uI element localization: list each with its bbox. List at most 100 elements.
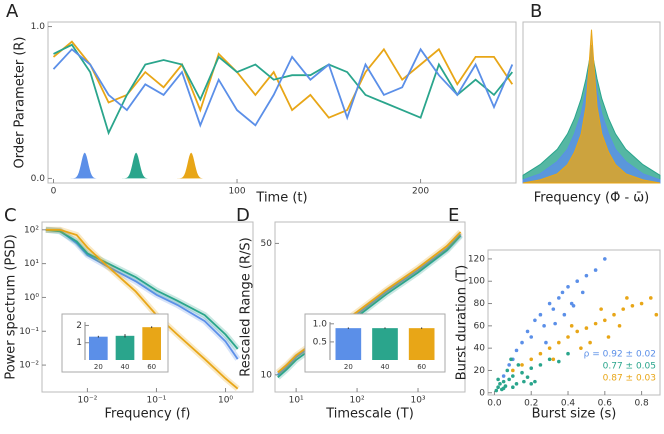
line [45, 228, 239, 390]
scatter-point [529, 335, 534, 339]
scatter-point [551, 307, 556, 311]
distribution [177, 152, 206, 179]
scatter-point [538, 351, 543, 356]
panel-letter: B [530, 1, 542, 22]
density-area [522, 29, 661, 184]
x-axis-label: Burst size (s) [532, 407, 617, 422]
x-tick-label: 0.4 [561, 399, 576, 409]
scatter-point [520, 363, 524, 367]
scatter-point [562, 312, 567, 317]
y-axis-label: Burst duration (T) [455, 265, 470, 380]
category-label: 60 [417, 363, 426, 371]
scatter-point [566, 285, 570, 289]
x-tick-label: 10¹ [289, 396, 304, 406]
plot-frame [47, 21, 517, 184]
y-tick-label: 0.0 [31, 174, 46, 184]
bar [408, 328, 435, 360]
panel-letter: D [236, 205, 250, 226]
y-tick-label: 10 [261, 370, 273, 380]
plot-frame [41, 221, 254, 393]
x-tick-label: 0.0 [487, 399, 502, 409]
y-tick-label: 10² [24, 225, 39, 235]
scatter-point [630, 303, 635, 308]
scatter-point [525, 329, 530, 334]
y-tick-label: 100 [468, 277, 485, 287]
y-tick-label: 1 [76, 338, 82, 348]
scatter-point [639, 301, 644, 306]
scatter-point [529, 382, 534, 386]
scatter-point [557, 340, 561, 345]
y-tick-label: 0.5 [313, 337, 327, 347]
scatter-point [621, 307, 626, 311]
x-tick-label: 10⁻² [78, 396, 98, 406]
scatter-point [544, 340, 548, 345]
scatter-point [599, 307, 603, 311]
x-tick-label: 10³ [410, 396, 425, 406]
scatter-point [511, 374, 515, 378]
scatter-point [625, 296, 629, 300]
x-axis-label: Time (t) [255, 191, 307, 206]
scatter-point [547, 346, 552, 350]
scatter-point [542, 324, 546, 328]
scatter-point [579, 346, 583, 350]
scatter-point [580, 290, 585, 295]
scatter-point [529, 366, 534, 371]
y-tick-label: 20 [474, 366, 486, 376]
panel-letter: C [4, 205, 17, 226]
scatter-point [525, 375, 530, 379]
scatter-point [498, 382, 502, 386]
scatter-point [617, 324, 622, 328]
y-axis-label: Power spectrum (PSD) [4, 234, 19, 379]
scatter-point [538, 312, 543, 317]
scatter-point [496, 385, 500, 389]
category-label: 60 [147, 363, 156, 371]
scatter-point [501, 386, 506, 391]
scatter-point [588, 340, 592, 345]
y-tick-label: 60 [474, 321, 486, 331]
annotation: 0.77 ± 0.05 [603, 362, 656, 372]
scatter-point [649, 296, 653, 300]
scatter-point [603, 318, 607, 323]
scatter-point [520, 340, 524, 345]
y-axis-label: Rescaled Range (R/S) [239, 237, 254, 376]
distribution [122, 152, 151, 179]
x-tick-label: 0.8 [634, 399, 649, 409]
plot-frame [274, 221, 466, 393]
plot-frame [487, 249, 661, 396]
scatter-point [606, 335, 611, 339]
scatter-point [516, 363, 521, 367]
scatter-point [501, 379, 506, 384]
scatter-point [566, 335, 570, 339]
x-tick-label: 10⁻¹ [147, 396, 167, 406]
bar [115, 335, 135, 360]
annotation: ρ = 0.92 ± 0.02 [584, 350, 656, 360]
scatter-point [571, 303, 576, 308]
scatter-point [575, 279, 580, 284]
distribution [70, 152, 99, 179]
y-tick-label: 50 [261, 239, 273, 249]
x-axis-label: Timescale (T) [325, 407, 414, 422]
scatter-point [553, 321, 557, 326]
y-tick-label: 40 [474, 344, 486, 354]
scatter-point [514, 348, 519, 353]
scatter-point [575, 329, 580, 334]
scatter-point [507, 377, 511, 382]
scatter-point [593, 268, 598, 272]
y-tick-label: 10¹ [24, 259, 39, 269]
bar [89, 336, 108, 360]
bar [142, 327, 161, 360]
scatter-point [507, 363, 511, 367]
y-tick-label: 10⁻² [19, 361, 39, 371]
scatter-point [501, 374, 506, 378]
scatter-point [560, 290, 565, 295]
scatter-point [584, 273, 589, 278]
y-tick-label: 10⁻¹ [19, 327, 39, 337]
scatter-point [505, 368, 510, 373]
scatter-point [557, 296, 561, 300]
scatter-point [547, 357, 552, 362]
x-tick-label: 100 [228, 187, 245, 197]
scatter-point [533, 379, 537, 384]
category-label: 40 [381, 363, 390, 371]
y-axis-label: Order Parameter (R) [13, 36, 28, 168]
panel-letter: A [6, 1, 19, 22]
